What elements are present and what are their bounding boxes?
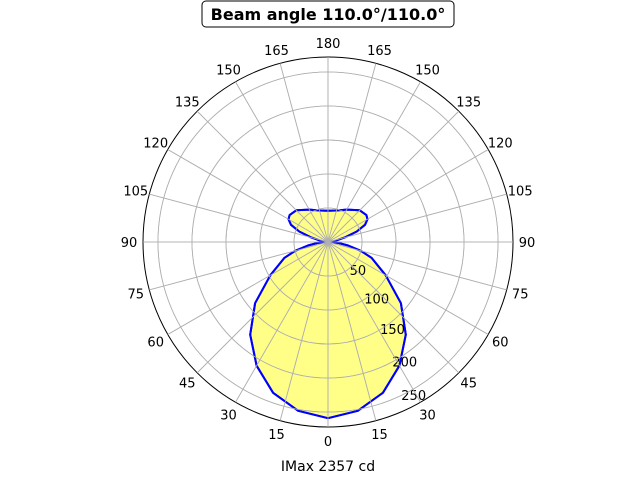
angular-tick-label: 105 (123, 185, 148, 200)
angular-tick-label: 105 (508, 185, 533, 200)
radial-tick-label: 250 (401, 389, 426, 404)
angular-tick-label: 15 (268, 428, 285, 443)
angular-tick-label: 90 (519, 236, 536, 251)
angular-tick-label: 75 (128, 288, 145, 303)
title-box: Beam angle 110.0°/110.0° (201, 0, 455, 28)
angular-tick-label: 150 (415, 64, 440, 79)
angular-tick-label: 60 (492, 336, 509, 351)
angular-tick-label: 0 (324, 435, 332, 450)
angular-tick-label: 180 (316, 37, 341, 52)
angular-tick-label: 45 (179, 377, 196, 392)
angular-tick-label: 90 (121, 236, 138, 251)
angular-tick-labels: 0 15 30 45 60 75 90 105 120 135 150 165 180 165 150 135… (121, 37, 536, 450)
chart-title: Beam angle 110.0°/110.0° (211, 5, 446, 24)
x-axis-label: IMax 2357 cd (281, 459, 375, 475)
angular-tick-label: 15 (371, 428, 388, 443)
angular-tick-label: 120 (488, 137, 513, 152)
angular-tick-label: 30 (419, 408, 436, 423)
angular-tick-label: 45 (460, 377, 477, 392)
angular-tick-label: 165 (264, 44, 289, 59)
radial-tick-label: 100 (364, 293, 389, 308)
angular-tick-label: 60 (147, 336, 164, 351)
radial-tick-label: 200 (392, 355, 417, 370)
angular-tick-label: 120 (143, 137, 168, 152)
angular-tick-label: 135 (175, 95, 200, 110)
radial-tick-labels: 50100150200250 (350, 264, 426, 404)
angular-tick-label: 150 (216, 64, 241, 79)
angular-gridline (279, 63, 377, 421)
angular-tick-label: 75 (512, 288, 529, 303)
angular-tick-label: 30 (220, 408, 237, 423)
angular-tick-label: 165 (367, 44, 392, 59)
radial-tick-label: 150 (380, 323, 405, 338)
angular-tick-label: 135 (456, 95, 481, 110)
grid (143, 57, 513, 427)
